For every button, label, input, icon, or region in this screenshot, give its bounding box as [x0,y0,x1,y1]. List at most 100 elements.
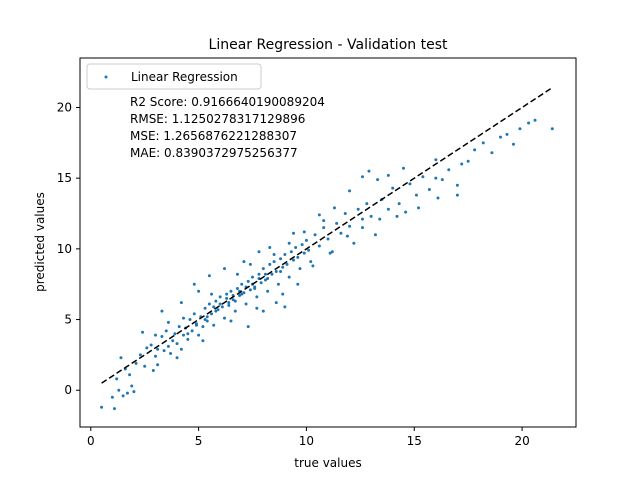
scatter-point [330,250,334,254]
scatter-point [361,226,364,230]
scatter-point [307,248,311,252]
scatter-point [499,135,503,139]
scatter-point [352,241,356,245]
scatter-point [550,127,554,131]
scatter-point [455,183,459,187]
scatter-point [238,294,242,298]
scatter-point [162,349,166,353]
scatter-point [197,333,201,337]
scatter-point [156,347,160,351]
scatter-point [255,295,259,299]
chart-title: Linear Regression - Validation test [209,37,448,53]
scatter-point [317,213,321,217]
scatter-point [473,148,477,152]
scatter-point [414,193,418,197]
legend-box [86,63,262,90]
y-tick-label: 5 [64,313,72,327]
scatter-point [235,286,239,290]
scatter-point [272,253,276,257]
scatter-point [220,305,224,309]
scatter-point [201,325,205,329]
scatter-point [128,373,132,377]
scatter-point [270,272,274,276]
scatter-point [190,329,194,333]
scatter-point [481,141,485,145]
scatter-point [205,319,209,323]
scatter-point [222,316,226,320]
scatter-point [203,318,207,322]
scatter-point [268,245,272,249]
scatter-point [214,299,218,303]
scatter-point [272,260,276,264]
scatter-point [186,332,190,336]
scatter-point [132,390,136,394]
scatter-point [328,251,332,255]
scatter-point [156,363,160,367]
scatter-point [134,361,138,365]
scatter-point [298,267,302,271]
scatter-point [417,206,421,210]
scatter-point [210,312,214,316]
scatter-point [194,323,198,327]
scatter-point [263,272,267,276]
scatter-point [240,292,244,296]
scatter-point [231,298,235,302]
scatter-point [279,257,283,261]
scatter-point [216,308,220,312]
scatter-point [304,238,308,242]
scatter-point [391,186,395,190]
scatter-point [281,265,285,269]
scatter-point [274,269,278,273]
scatter-point [261,267,265,271]
scatter-point [395,214,399,218]
scatter-point [386,173,390,177]
scatter-point [361,217,364,221]
scatter-point [143,364,147,368]
scatter-point [182,333,186,337]
scatter-point [386,207,390,211]
scatter-point [289,250,293,254]
scatter-point [317,244,321,248]
scatter-point [283,305,287,309]
scatter-point [397,202,401,206]
scatter-point [287,241,291,245]
scatter-point [348,224,352,228]
scatter-point [229,319,233,323]
scatter-point [313,233,317,237]
scatter-point [188,318,192,322]
scatter-point [225,296,229,300]
scatter-point [130,384,134,388]
scatter-point [257,272,261,276]
scatter-point [296,255,300,259]
scatter-point [212,305,216,309]
scatter-points [100,118,554,411]
scatter-point [533,118,537,122]
scatter-point [182,316,186,320]
scatter-point [214,309,218,313]
scatter-point [440,178,444,182]
scatter-point [246,279,250,283]
scatter-point [197,289,201,293]
y-axis-ticks: 0 5 10 15 20 [57,100,80,397]
scatter-point [121,394,125,398]
scatter-point [253,286,257,290]
scatter-point [518,127,522,131]
y-tick-label: 20 [57,100,72,114]
scatter-point [345,234,349,238]
scatter-point [490,151,494,155]
scatter-point [511,142,515,146]
scatter-point [218,295,222,299]
scatter-point [117,388,121,392]
scatter-point [261,309,265,313]
scatter-point [166,320,170,324]
scatter-point [401,166,405,170]
scatter-point [151,368,155,372]
scatter-point [240,282,244,286]
scatter-point [125,391,129,395]
scatter-point [300,243,304,247]
scatter-point [153,333,157,337]
scatter-point [160,309,164,313]
scatter-point [292,231,295,235]
scatter-point [339,231,343,235]
